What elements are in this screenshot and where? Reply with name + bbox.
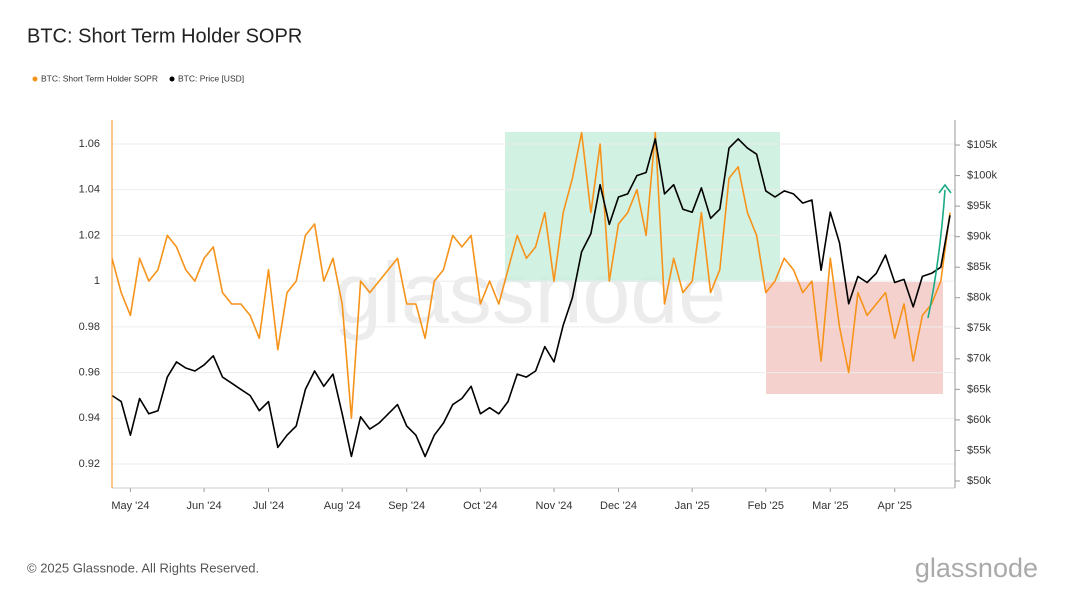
legend-label: BTC: Short Term Holder SOPR — [41, 73, 158, 83]
trend-arrow — [927, 189, 946, 319]
x-tick-label: Jun '24 — [187, 500, 222, 512]
y2-tick-label: $70k — [967, 353, 991, 365]
logo: glassnode — [915, 553, 1038, 583]
highlight-red — [766, 282, 943, 394]
plot — [111, 131, 951, 458]
x-tick-label: Aug '24 — [324, 500, 361, 512]
series-line — [111, 138, 951, 458]
y-tick-label: 0.96 — [79, 366, 100, 378]
y-tick-label: 0.94 — [79, 412, 100, 424]
x-tick-label: Apr '25 — [877, 500, 912, 512]
grid — [112, 143, 955, 465]
y-tick-label: 1 — [94, 275, 100, 287]
arrow-head — [938, 183, 952, 194]
x-tick-label: Mar '25 — [812, 500, 848, 512]
y-tick-label: 0.92 — [79, 458, 100, 470]
x-tick-label: Feb '25 — [748, 500, 784, 512]
y2-tick-label: $85k — [967, 261, 991, 273]
x-tick-label: Oct '24 — [463, 500, 498, 512]
highlight-green — [505, 132, 780, 282]
y-tick-label: 1.02 — [79, 229, 100, 241]
legend-label: BTC: Price [USD] — [178, 73, 244, 83]
x-tick-label: Sep '24 — [388, 500, 425, 512]
y2-tick-label: $60k — [967, 414, 991, 426]
x-tick-label: Jul '24 — [253, 500, 284, 512]
series-line — [111, 131, 951, 420]
y-tick-label: 1.06 — [79, 138, 100, 150]
y2-tick-label: $90k — [967, 231, 991, 243]
y2-tick-label: $55k — [967, 444, 991, 456]
y2-tick-label: $80k — [967, 292, 991, 304]
footer: © 2025 Glassnode. All Rights Reserved. — [27, 560, 259, 575]
x-tick-label: Jan '25 — [675, 500, 710, 512]
chart-title: BTC: Short Term Holder SOPR — [27, 25, 302, 47]
x-tick-label: Dec '24 — [600, 500, 637, 512]
y2-tick-label: $65k — [967, 383, 991, 395]
y2-tick-label: $95k — [967, 200, 991, 212]
x-tick-label: Nov '24 — [536, 500, 573, 512]
y2-tick-label: $100k — [967, 169, 997, 181]
y2-tick-label: $75k — [967, 322, 991, 334]
legend-marker — [32, 76, 38, 82]
x-tick-label: May '24 — [111, 500, 149, 512]
y2-tick-label: $50k — [967, 475, 991, 487]
legend-marker — [169, 76, 175, 82]
y-tick-label: 1.04 — [79, 184, 100, 196]
y-tick-label: 0.98 — [79, 321, 100, 333]
y2-tick-label: $105k — [967, 139, 997, 151]
